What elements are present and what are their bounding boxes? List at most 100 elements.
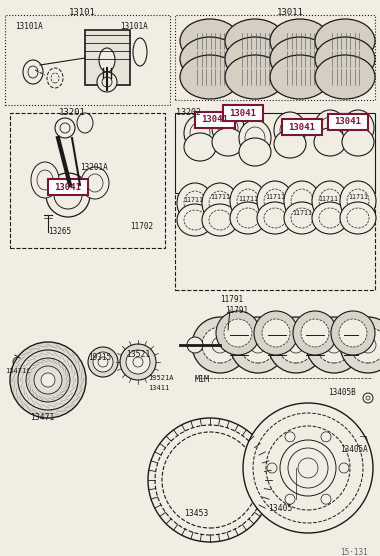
- Text: 13101A: 13101A: [120, 22, 148, 31]
- Ellipse shape: [284, 202, 320, 234]
- Circle shape: [148, 418, 272, 542]
- Circle shape: [340, 317, 380, 373]
- Text: 13101A: 13101A: [15, 22, 43, 31]
- Circle shape: [268, 317, 324, 373]
- Text: 13265: 13265: [48, 227, 71, 236]
- Ellipse shape: [340, 202, 376, 234]
- FancyBboxPatch shape: [282, 119, 322, 135]
- Ellipse shape: [291, 189, 313, 213]
- Ellipse shape: [239, 120, 271, 156]
- Ellipse shape: [184, 133, 216, 161]
- Ellipse shape: [225, 55, 285, 99]
- Circle shape: [267, 463, 277, 473]
- Circle shape: [331, 311, 375, 355]
- Ellipse shape: [77, 113, 93, 133]
- Circle shape: [254, 311, 298, 355]
- Circle shape: [253, 413, 363, 523]
- Circle shape: [301, 319, 329, 347]
- Text: 11711: 11711: [183, 197, 203, 203]
- Ellipse shape: [225, 19, 285, 63]
- Circle shape: [243, 403, 373, 533]
- Circle shape: [60, 123, 70, 133]
- Circle shape: [216, 311, 260, 355]
- Bar: [175, 15, 375, 100]
- Text: 13405: 13405: [268, 504, 292, 513]
- Text: 13201A: 13201A: [80, 163, 108, 172]
- Circle shape: [350, 327, 380, 363]
- Ellipse shape: [319, 189, 341, 213]
- Ellipse shape: [99, 48, 115, 72]
- Ellipse shape: [315, 37, 375, 81]
- Circle shape: [280, 440, 336, 496]
- Circle shape: [293, 311, 337, 355]
- Text: 11711: 11711: [292, 210, 312, 216]
- Circle shape: [250, 337, 266, 353]
- Ellipse shape: [270, 19, 330, 63]
- Circle shape: [285, 432, 295, 442]
- Circle shape: [34, 366, 62, 394]
- Ellipse shape: [237, 189, 259, 213]
- Ellipse shape: [280, 119, 300, 141]
- Ellipse shape: [212, 110, 244, 146]
- Text: 13041: 13041: [201, 116, 228, 125]
- Circle shape: [321, 494, 331, 504]
- Text: 13405B: 13405B: [328, 388, 356, 397]
- Ellipse shape: [230, 181, 266, 221]
- Text: 11711: 11711: [348, 194, 368, 200]
- Text: 13521A: 13521A: [148, 375, 174, 381]
- Circle shape: [41, 373, 55, 387]
- Circle shape: [240, 327, 276, 363]
- Ellipse shape: [257, 181, 293, 221]
- Ellipse shape: [270, 55, 330, 99]
- Ellipse shape: [209, 210, 231, 230]
- Circle shape: [339, 319, 367, 347]
- Text: 13041: 13041: [230, 108, 256, 117]
- Ellipse shape: [340, 181, 376, 221]
- Circle shape: [278, 327, 314, 363]
- Ellipse shape: [209, 191, 231, 215]
- Circle shape: [212, 337, 228, 353]
- Circle shape: [306, 317, 362, 373]
- Circle shape: [120, 344, 156, 380]
- Ellipse shape: [184, 210, 206, 230]
- Circle shape: [46, 173, 90, 217]
- Circle shape: [298, 458, 318, 478]
- Ellipse shape: [348, 117, 368, 139]
- Circle shape: [126, 350, 150, 374]
- Ellipse shape: [177, 183, 213, 223]
- Ellipse shape: [264, 208, 286, 228]
- Ellipse shape: [291, 208, 313, 228]
- Ellipse shape: [320, 117, 340, 139]
- Ellipse shape: [220, 325, 244, 345]
- Ellipse shape: [319, 208, 341, 228]
- Ellipse shape: [97, 72, 117, 92]
- Text: 13041: 13041: [55, 182, 81, 191]
- Circle shape: [262, 319, 290, 347]
- FancyBboxPatch shape: [48, 179, 88, 195]
- Ellipse shape: [274, 130, 306, 158]
- Circle shape: [155, 425, 265, 535]
- Ellipse shape: [184, 191, 206, 215]
- Text: 19315: 19315: [89, 353, 112, 362]
- Text: 13041: 13041: [334, 117, 361, 127]
- Ellipse shape: [51, 73, 59, 83]
- Circle shape: [321, 432, 331, 442]
- Text: 11711: 11711: [210, 194, 230, 200]
- FancyBboxPatch shape: [223, 105, 263, 121]
- Bar: [175, 113, 375, 193]
- Text: 13411: 13411: [148, 385, 169, 391]
- Bar: [5, 15, 170, 105]
- FancyBboxPatch shape: [195, 112, 235, 128]
- Circle shape: [133, 357, 143, 367]
- Text: 11791: 11791: [225, 306, 248, 315]
- Ellipse shape: [202, 204, 238, 236]
- Ellipse shape: [225, 37, 285, 81]
- Ellipse shape: [180, 37, 240, 81]
- Text: 13453: 13453: [184, 509, 208, 518]
- Text: 13201: 13201: [59, 108, 86, 117]
- Ellipse shape: [257, 202, 293, 234]
- Ellipse shape: [23, 60, 43, 84]
- Ellipse shape: [236, 323, 260, 343]
- Circle shape: [54, 181, 82, 209]
- Text: 13521: 13521: [126, 350, 150, 359]
